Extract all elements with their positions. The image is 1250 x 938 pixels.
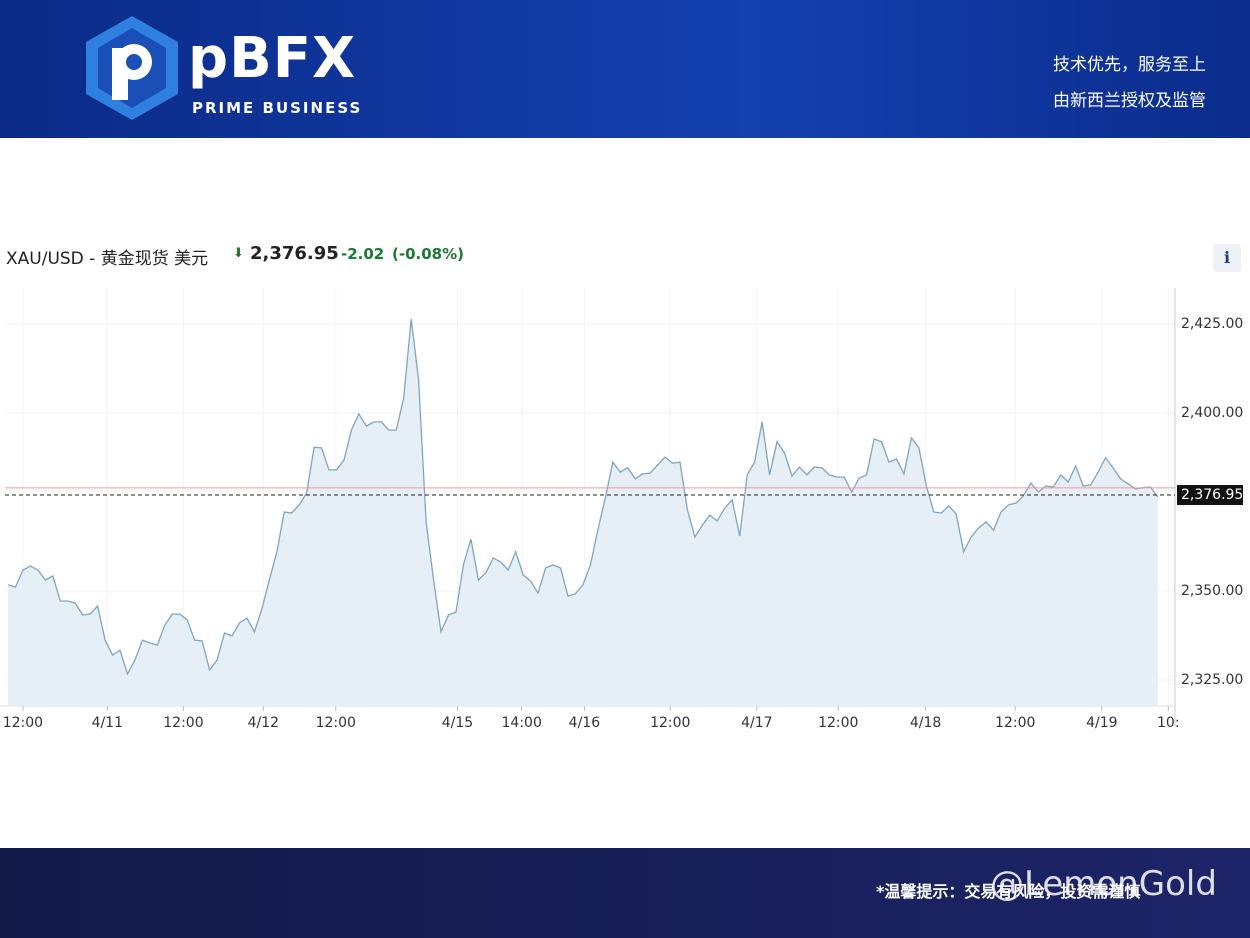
x-tick-label: 4/15	[442, 715, 473, 731]
brand: pBFX	[188, 26, 357, 91]
x-tick-label: 14:00	[502, 715, 542, 731]
price: 2,376.95	[250, 243, 339, 264]
x-tick-label: 12:00	[995, 715, 1035, 731]
x-tick-label: 10:	[1157, 715, 1180, 731]
x-tick-label: 4/17	[741, 715, 772, 731]
y-tick-label: 2,350.00	[1181, 583, 1243, 599]
brand-sub: PRIME BUSINESS	[192, 99, 363, 117]
down-arrow: ⬇	[233, 246, 244, 261]
x-tick-label: 12:00	[818, 715, 858, 731]
x-tick-label: 12:00	[3, 715, 43, 731]
change-pct: (-0.08%)	[392, 245, 464, 263]
info-button[interactable]: i	[1213, 244, 1241, 272]
watermark: @LemonGold	[990, 864, 1217, 904]
y-tick-label: 2,425.00	[1181, 316, 1243, 332]
logo-icon	[86, 16, 178, 120]
area	[7, 319, 1158, 706]
notice: *温馨提示：交易有风险，投资需谨慎	[876, 882, 1141, 901]
symbol: XAU/USD - 黄金现货 美元	[6, 249, 209, 269]
last-price-box	[1177, 485, 1243, 506]
x-tick-label: 4/18	[910, 715, 941, 731]
x-tick-label: 4/11	[92, 715, 123, 731]
x-tick-label: 4/12	[248, 715, 279, 731]
x-tick-label: 4/16	[569, 715, 601, 731]
x-tick-label: 12:00	[316, 715, 356, 731]
header: pBFX PRIME BUSINESS 技术优先，服务至上 由新西兰授权及监管	[0, 0, 1250, 138]
slogan: 技术优先，服务至上	[1053, 55, 1206, 75]
footer: *温馨提示：交易有风险，投资需谨慎 @LemonGold	[0, 848, 1250, 938]
slogan: 由新西兰授权及监管	[1053, 91, 1206, 111]
x-tick-label: 12:00	[163, 715, 203, 731]
y-tick-label: 2,400.00	[1181, 405, 1243, 421]
line	[7, 318, 1159, 676]
y-tick-label: 2,325.00	[1181, 672, 1243, 688]
last-price-label: 2,376.95	[1181, 487, 1243, 503]
change: -2.02	[341, 245, 385, 263]
x-tick-label: 4/19	[1086, 715, 1117, 731]
chart: 2,325.00 2,350.00 2,400.00 2,425.00 12:00 4/1…	[0, 288, 1243, 731]
x-tick-label: 12:00	[650, 715, 690, 731]
